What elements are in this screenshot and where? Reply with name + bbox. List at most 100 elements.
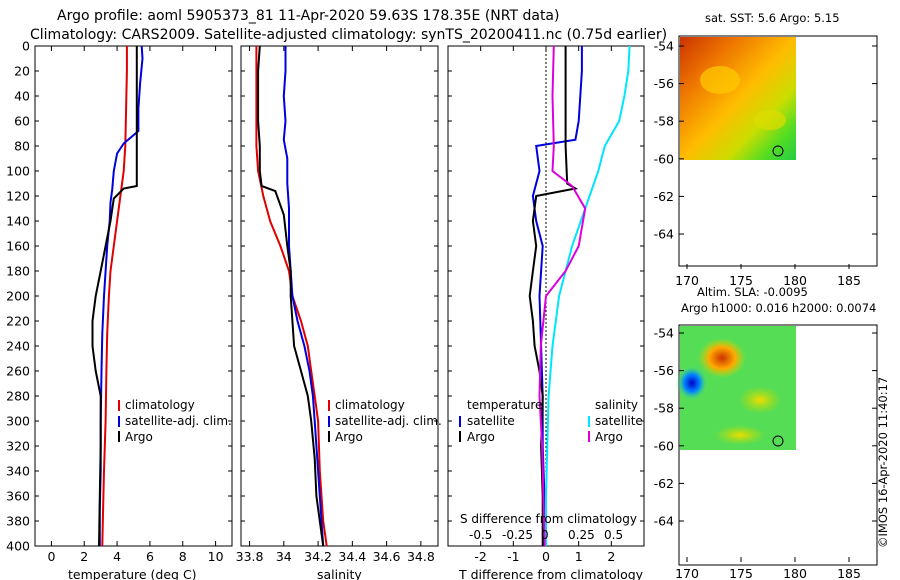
x-tick-label: 10	[208, 549, 224, 564]
sla-low-patch	[676, 365, 708, 401]
map-lat-label: -60	[654, 438, 674, 453]
legend-s-satellite-label: satellite	[595, 414, 643, 428]
s-tick-label: 0.25	[568, 528, 595, 542]
depth-tick-label: 60	[14, 114, 30, 129]
argo-position-marker	[772, 145, 784, 157]
legend-satellite-label: satellite-adj. clim.	[125, 414, 232, 428]
series-line-salinity-argo	[538, 45, 587, 547]
map-lat-label: -54	[654, 326, 674, 341]
difference-panel: -2 -1 0 1 2	[448, 45, 644, 564]
sla-high-patch	[698, 338, 746, 378]
depth-tick-label: 120	[6, 189, 30, 204]
title-line-1: Argo profile: aoml 5905373_81 11-Apr-202…	[57, 8, 559, 24]
x-tick-label: 8	[179, 549, 187, 564]
x-tick-label: 6	[146, 549, 154, 564]
legend-t-argo-label: Argo	[467, 430, 495, 444]
temperature-legend: climatology satellite-adj. clim. Argo	[118, 398, 232, 444]
series-line-temperature-argo	[528, 46, 579, 546]
map-lon-label: 185	[837, 566, 861, 580]
s-tick-label: -0.5	[469, 528, 492, 542]
depth-tick-label: 300	[6, 414, 30, 429]
x-tick-label: 4	[113, 549, 121, 564]
x-tick-label: -1	[507, 549, 519, 564]
legend-climatology-label: climatology	[125, 398, 195, 412]
x-tick-label: 0	[47, 549, 55, 564]
salinity-panel-frame	[240, 45, 439, 547]
map-lat-label: -64	[654, 227, 674, 242]
map-lat-label: -54	[654, 39, 674, 54]
x-tick-label: 34	[276, 549, 292, 564]
sst-patch	[754, 110, 786, 130]
map-lon-label: 175	[729, 273, 753, 288]
sla-map-title-2: Argo h1000: 0.016 h2000: 0.0074	[681, 301, 876, 315]
sst-map-title: sat. SST: 5.6 Argo: 5.15	[705, 11, 840, 25]
depth-axis: 0 20 40 60 80 100 120 140 160 180 200 220 240 260 280 3…	[6, 39, 30, 554]
map-lat-label: -58	[654, 114, 674, 129]
sst-map-image	[680, 37, 796, 160]
legend-s-argo-label: Argo	[595, 430, 623, 444]
depth-tick-label: 320	[6, 439, 30, 454]
depth-tick-label: 400	[6, 539, 30, 554]
depth-tick-label: 220	[6, 314, 30, 329]
legend-argo-label: Argo	[335, 430, 363, 444]
depth-tick-label: 20	[14, 64, 30, 79]
sst-map-frame	[678, 35, 878, 267]
imos-credit: ©IMOS 16-Apr-2020 11:40:17	[876, 377, 890, 548]
series-line-argo	[257, 45, 325, 547]
map-lat-label: -56	[654, 76, 674, 91]
sla-patch	[738, 386, 782, 414]
map-lon-label: 180	[783, 566, 807, 580]
depth-tick-label: 340	[6, 464, 30, 479]
legend-temperature-heading: temperature	[467, 398, 542, 412]
series-line-argo	[91, 46, 138, 547]
depth-tick-label: 200	[6, 289, 30, 304]
depth-tick-label: 280	[6, 389, 30, 404]
sla-map-title-1: Altim. SLA: -0.0095	[697, 285, 808, 299]
x-tick-label: 2	[607, 549, 615, 564]
x-tick-label: 34.2	[304, 549, 332, 564]
x-tick-label: -2	[474, 549, 486, 564]
map-lon-label: 180	[783, 273, 807, 288]
legend-argo-label: Argo	[125, 430, 153, 444]
map-lat-label: -64	[654, 514, 674, 529]
legend-satellite-label: satellite-adj. clim.	[335, 414, 442, 428]
map-lon-label: 170	[675, 273, 699, 288]
depth-tick-label: 0	[22, 39, 30, 54]
x-tick-label: 34.8	[407, 549, 435, 564]
x-tick-label: 1	[575, 549, 583, 564]
series-line-temperature-satellite	[531, 46, 583, 546]
depth-tick-label: 360	[6, 489, 30, 504]
depth-tick-label: 100	[6, 164, 30, 179]
sla-map-frame	[678, 324, 878, 566]
map-lat-label: -58	[654, 401, 674, 416]
map-lat-label: -60	[654, 151, 674, 166]
x-tick-label: 34.4	[338, 549, 366, 564]
s-tick-label: 0.5	[604, 528, 623, 542]
s-difference-axis: S difference from climatology -0.5 -0.25…	[460, 512, 637, 542]
argo-position-marker	[772, 435, 784, 447]
s-difference-label: S difference from climatology	[460, 512, 637, 526]
sst-patch	[700, 66, 740, 94]
salinity-xlabel: salinity	[317, 567, 362, 580]
s-tick-label: -0.25	[502, 528, 533, 542]
x-tick-label: 2	[80, 549, 88, 564]
temperature-panel-frame	[34, 45, 233, 547]
legend-salinity-heading: salinity	[595, 398, 638, 412]
map-lon-label: 175	[729, 566, 753, 580]
map-lon-label: 170	[675, 566, 699, 580]
salinity-panel: 33.8 34 34.2 34.4 34.6 34.8	[236, 45, 438, 564]
x-tick-label: 33.8	[236, 549, 264, 564]
difference-xlabel: T difference from climatology	[458, 567, 644, 580]
legend-t-satellite-label: satellite	[467, 414, 515, 428]
x-tick-label: 0	[542, 549, 550, 564]
depth-tick-label: 160	[6, 239, 30, 254]
sla-patch	[714, 425, 766, 445]
map-lat-label: -62	[654, 189, 674, 204]
depth-tick-label: 140	[6, 214, 30, 229]
map-lat-label: -56	[654, 363, 674, 378]
depth-tick-label: 260	[6, 364, 30, 379]
x-tick-label: 34.6	[373, 549, 401, 564]
temperature-panel: 0 2 4 6 8 10	[35, 45, 232, 564]
depth-tick-label: 240	[6, 339, 30, 354]
